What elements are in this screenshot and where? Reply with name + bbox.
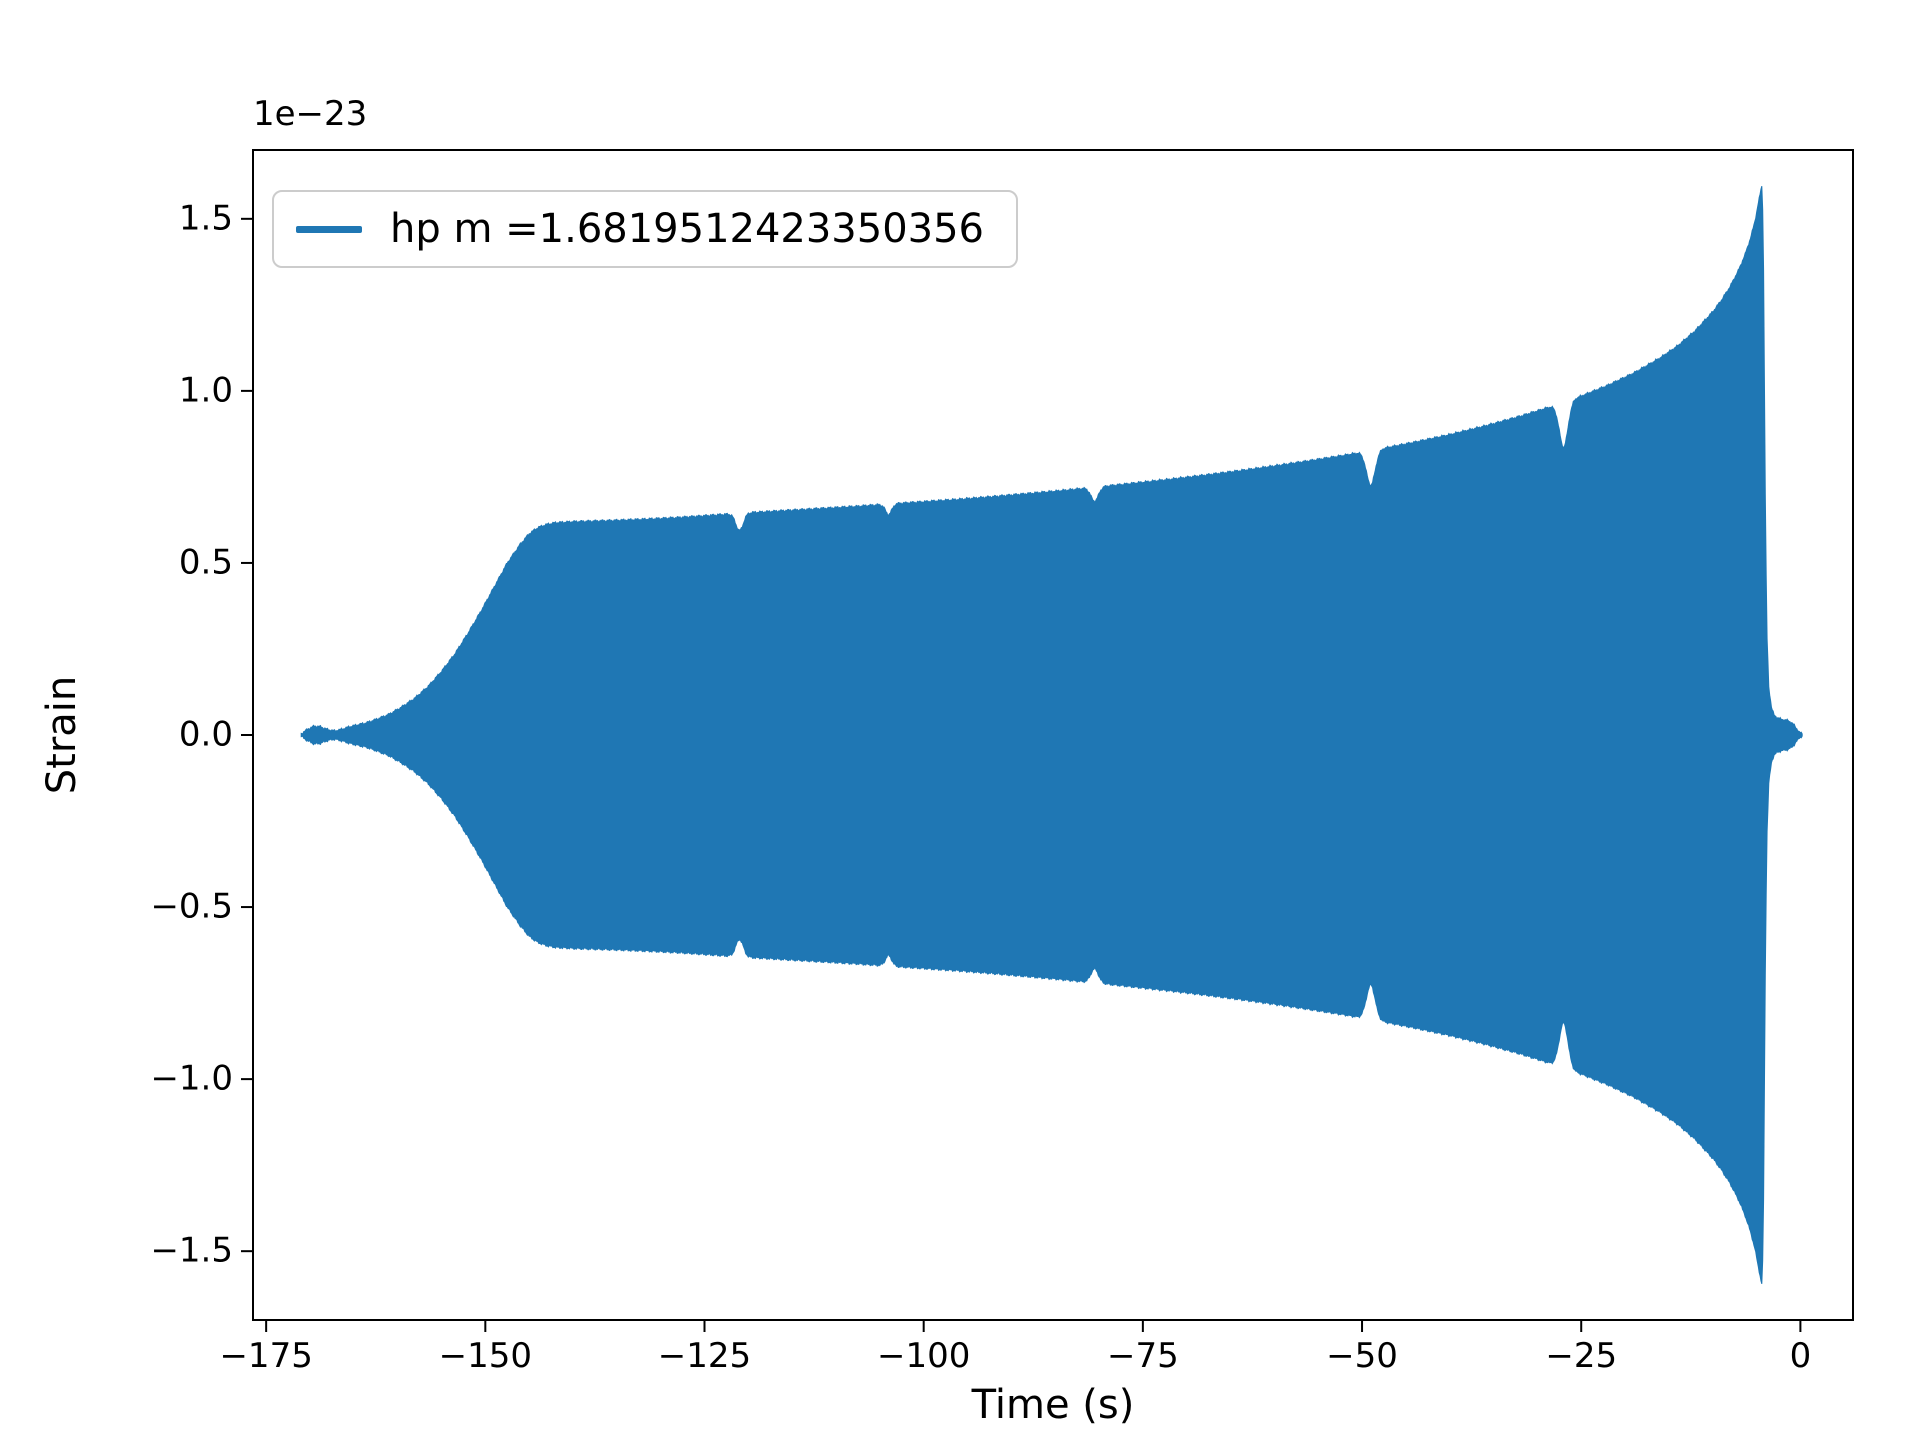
x-tick-label: −175 [219,1336,313,1376]
x-axis-label: Time (s) [971,1382,1135,1428]
y-tick-label: 1.5 [178,198,233,239]
x-tick-label: −100 [876,1336,971,1376]
y-axis-offset-label: 1e−23 [253,94,368,134]
y-tick-label: −1.5 [150,1230,233,1271]
x-tick-label: −25 [1545,1336,1618,1376]
x-tick-label: −50 [1326,1336,1398,1376]
x-tick-label: −75 [1106,1336,1179,1376]
x-tick-label: 0 [1789,1336,1812,1376]
legend: hp m =1.6819512423350356 [272,190,1019,268]
y-tick-label: 0.5 [178,542,233,583]
waveform [300,185,1803,1285]
y-tick-label: 1.0 [178,370,233,411]
x-tick-label: −125 [657,1336,752,1376]
legend-label: hp m =1.6819512423350356 [390,206,985,252]
legend-line-sample [296,225,362,233]
y-tick-label: 0.0 [178,714,233,755]
y-tick-label: −0.5 [150,886,233,927]
y-tick-label: −1.0 [150,1058,233,1099]
x-tick-label: −150 [438,1336,533,1376]
